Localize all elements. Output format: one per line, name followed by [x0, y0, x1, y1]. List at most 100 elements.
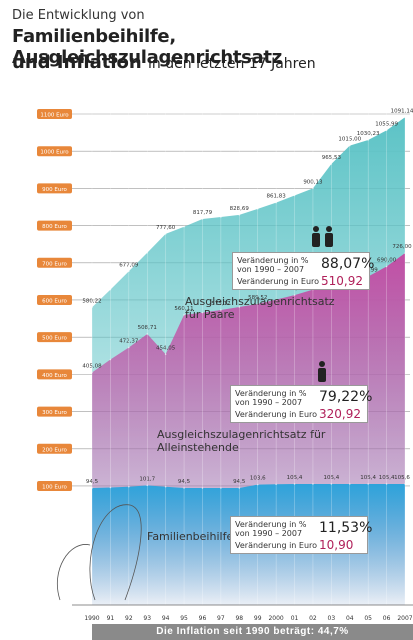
y-tick-box [37, 220, 72, 231]
x-tick-label: 93 [143, 615, 151, 622]
x-tick-label: 04 [346, 615, 354, 622]
y-tick-label: 800 Euro [42, 224, 67, 230]
annotation-pct: 11,53% [319, 520, 373, 536]
icon [313, 226, 319, 232]
value-label: 1015,00 [338, 137, 361, 143]
value-label: 103,6 [250, 476, 266, 482]
value-label: 105,4 [323, 475, 339, 481]
annotation-text: Veränderung in % von 1990 – 2007 [235, 520, 307, 538]
value-label: 861,83 [266, 194, 286, 200]
x-tick-label: 92 [125, 615, 133, 622]
annotation-eur: 510,92 [321, 274, 363, 288]
annotation-box: Veränderung in % von 1990 – 2007 79,22% Ver… [230, 385, 372, 423]
y-tick-label: 500 Euro [42, 336, 67, 342]
x-tick-label: 95 [180, 615, 188, 622]
x-tick-label: 98 [235, 615, 243, 622]
y-tick-box [37, 146, 72, 157]
icon [325, 233, 333, 247]
icon [312, 233, 320, 247]
y-tick-box [37, 108, 72, 119]
title-line: und Inflation [12, 52, 142, 73]
annotation-text: Veränderung in % [235, 520, 307, 529]
value-label: 472,37 [119, 338, 139, 344]
annotation-text: Veränderung in Euro [235, 541, 318, 550]
annotation-box: Veränderung in % von 1990 – 2007 11,53% Ver… [230, 516, 372, 554]
annotation-text: Veränderung in % [235, 389, 307, 398]
annotation-box: Veränderung in % von 1990 – 2007 88,07% Ver… [232, 252, 374, 290]
y-tick-label: 100 Euro [42, 484, 67, 490]
annotation-text: Veränderung in % von 1990 – 2007 [235, 389, 307, 407]
value-label: 1091,14 [391, 108, 413, 114]
value-label: 94,5 [86, 479, 99, 485]
y-tick-label: 1100 Euro [40, 112, 69, 118]
icon [318, 368, 326, 382]
y-tick-label: 600 Euro [42, 298, 67, 304]
x-tick-label: 96 [199, 615, 207, 622]
value-label: 105,4 [287, 475, 303, 481]
x-tick-label: 94 [162, 615, 170, 622]
value-label: 777,60 [156, 225, 176, 231]
value-label: 900,13 [303, 179, 323, 185]
x-tick-label: 02 [309, 615, 317, 622]
annotation-pct: 79,22% [319, 389, 373, 405]
x-tick-label: 99 [254, 615, 262, 622]
y-tick-label: 200 Euro [42, 447, 67, 453]
y-tick-box [37, 480, 72, 491]
value-label: 454,05 [156, 345, 176, 351]
value-label: 94,5 [178, 479, 191, 485]
y-tick-label: 400 Euro [42, 373, 67, 379]
y-tick-box [37, 406, 72, 417]
annotation-text: Veränderung in % [237, 256, 309, 265]
y-tick-label: 900 Euro [42, 187, 67, 193]
footer: Die Inflation seit 1990 beträgt: 44,7% [92, 624, 413, 640]
annotation-text: von 1990 – 2007 [235, 398, 303, 407]
value-label: 405,08 [82, 363, 102, 369]
annotation-text: Veränderung in Euro [237, 277, 320, 286]
y-tick-box [37, 183, 72, 194]
annotation-eur: 320,92 [319, 407, 361, 421]
x-tick-label: 05 [364, 615, 372, 622]
title-line: und Inflation in den letzten 17 Jahren [12, 52, 316, 73]
series-label: Ausgleichszulagenrichtsatz für Paare [185, 295, 335, 321]
x-tick-label: 2000 [268, 615, 283, 622]
series-label: Ausgleichszulagenrichtsatz für Alleinste… [157, 428, 326, 454]
y-tick-box [37, 257, 72, 268]
y-tick-box [37, 443, 72, 454]
x-tick-label: 06 [383, 615, 391, 622]
icon [326, 226, 332, 232]
value-label: 965,53 [322, 155, 342, 161]
x-tick-label: 97 [217, 615, 225, 622]
value-label: 94,5 [233, 479, 246, 485]
y-tick-box [37, 294, 72, 305]
value-label: 105,4 [360, 475, 376, 481]
value-label: 105,4 [379, 475, 395, 481]
annotation-text: Veränderung in Euro [235, 410, 318, 419]
value-label: 573,17 [211, 301, 231, 307]
x-tick-label: 2007 [397, 615, 412, 622]
annotation-text: Veränderung in % von 1990 – 2007 [237, 256, 309, 274]
y-tick-label: 700 Euro [42, 261, 67, 267]
annotation-pct: 88,07% [321, 256, 375, 272]
value-label: 105,6 [394, 475, 410, 481]
y-tick-label: 300 Euro [42, 410, 67, 416]
icon [319, 361, 325, 367]
title-line: Die Entwicklung von [12, 8, 145, 23]
series-label: Familienbeihilfe [147, 530, 234, 543]
annotation-text: von 1990 – 2007 [235, 529, 303, 538]
value-label: 1030,23 [357, 131, 380, 137]
value-label: 1055,99 [375, 121, 398, 127]
y-tick-box [37, 369, 72, 380]
title-suffix: in den letzten 17 Jahren [148, 56, 316, 72]
y-tick-label: 1000 Euro [40, 150, 69, 156]
y-tick-box [37, 332, 72, 343]
annotation-text: von 1990 – 2007 [237, 265, 305, 274]
title-line: Familienbeihilfe, Ausgleichszulagenricht… [12, 26, 282, 68]
x-tick-label: 03 [328, 615, 336, 622]
sketch [56, 504, 142, 601]
value-label: 690,00 [377, 258, 397, 264]
value-label: 677,09 [119, 262, 139, 268]
value-label: 726,00 [392, 244, 412, 250]
x-tick-label: 01 [291, 615, 299, 622]
x-tick-label: 1990 [84, 615, 99, 622]
